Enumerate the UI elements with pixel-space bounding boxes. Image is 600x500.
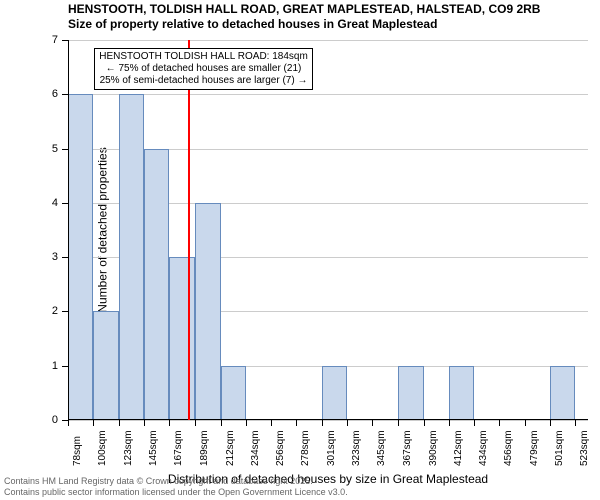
histogram-bar [169,257,194,420]
x-tick [68,420,69,426]
x-tick-label: 167sqm [173,430,184,466]
x-tick [221,420,222,426]
x-tick-label: 145sqm [148,430,159,466]
x-tick-label: 412sqm [453,430,464,466]
annotation-line: ← 75% of detached houses are smaller (21… [99,63,308,75]
histogram-bar [550,366,575,420]
x-tick-label: 123sqm [123,430,134,466]
y-tick-label: 5 [52,143,68,155]
y-axis-line [68,40,69,420]
x-tick-label: 390sqm [428,430,439,466]
histogram-bar [322,366,347,420]
x-tick [119,420,120,426]
x-tick [347,420,348,426]
annotation-box: HENSTOOTH TOLDISH HALL ROAD: 184sqm← 75%… [94,48,313,90]
x-axis-line [68,419,588,420]
x-tick [372,420,373,426]
x-tick [271,420,272,426]
x-tick [195,420,196,426]
x-tick-label: 189sqm [199,430,210,466]
histogram-bar [449,366,474,420]
histogram-bar [93,311,119,420]
chart-title: HENSTOOTH, TOLDISH HALL ROAD, GREAT MAPL… [68,2,540,32]
histogram-bar [119,94,144,420]
y-axis-title: Number of detached properties [96,147,110,312]
grid-line [68,420,588,421]
x-tick-label: 100sqm [97,430,108,466]
x-tick-label: 78sqm [72,436,83,466]
x-tick-label: 212sqm [225,430,236,466]
x-tick [322,420,323,426]
title-line-1: HENSTOOTH, TOLDISH HALL ROAD, GREAT MAPL… [68,2,540,17]
y-tick-label: 1 [52,360,68,372]
grid-line [68,94,588,95]
y-tick-label: 7 [52,34,68,46]
reference-line [188,40,190,420]
y-tick-label: 0 [52,414,68,426]
x-tick [93,420,94,426]
histogram-bar [68,94,93,420]
y-tick-label: 4 [52,197,68,209]
x-tick [474,420,475,426]
x-tick-label: 278sqm [300,430,311,466]
annotation-line: HENSTOOTH TOLDISH HALL ROAD: 184sqm [99,51,308,63]
x-tick-label: 301sqm [326,430,337,466]
x-tick [424,420,425,426]
grid-line [68,40,588,41]
x-tick-label: 501sqm [554,430,565,466]
x-tick [550,420,551,426]
histogram-bar [398,366,424,420]
x-tick-label: 256sqm [275,430,286,466]
x-tick [575,420,576,426]
x-tick [525,420,526,426]
x-tick [449,420,450,426]
y-tick-label: 2 [52,305,68,317]
x-tick-label: 323sqm [351,430,362,466]
chart-footer: Contains HM Land Registry data © Crown c… [4,476,348,498]
plot-area: Number of detached properties Distributi… [68,40,588,420]
x-tick [169,420,170,426]
x-tick [246,420,247,426]
footer-line-2: Contains public sector information licen… [4,487,348,498]
histogram-bar [144,149,169,420]
x-tick-label: 234sqm [250,430,261,466]
histogram-bar [221,366,246,420]
x-tick [144,420,145,426]
y-tick-label: 3 [52,251,68,263]
footer-line-1: Contains HM Land Registry data © Crown c… [4,476,348,487]
histogram-bar [195,203,221,420]
x-tick-label: 345sqm [376,430,387,466]
x-tick-label: 479sqm [529,430,540,466]
y-tick-label: 6 [52,88,68,100]
annotation-line: 25% of semi-detached houses are larger (… [99,75,308,87]
x-tick [398,420,399,426]
x-tick-label: 367sqm [402,430,413,466]
x-tick-label: 523sqm [579,430,590,466]
x-tick [296,420,297,426]
title-line-2: Size of property relative to detached ho… [68,17,540,32]
x-tick-label: 456sqm [503,430,514,466]
x-tick-label: 434sqm [478,430,489,466]
x-tick [499,420,500,426]
